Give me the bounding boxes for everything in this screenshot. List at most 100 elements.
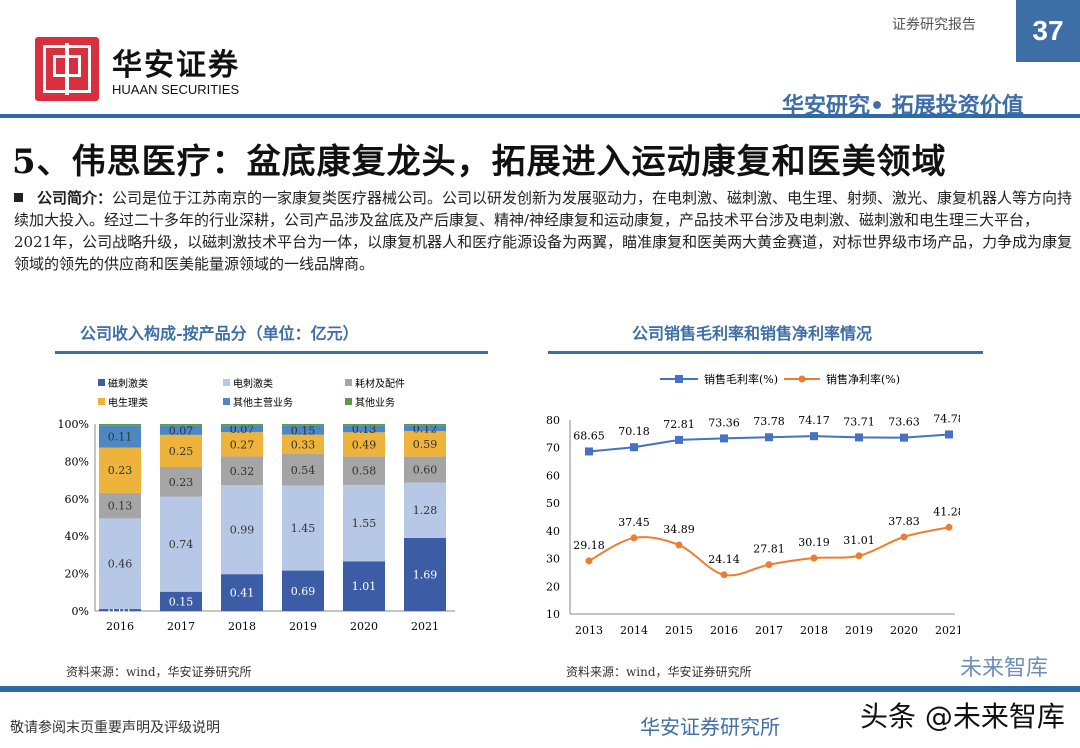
- bar-segment: [99, 447, 141, 493]
- data-point: [765, 433, 773, 442]
- x-tick-label: 2016: [710, 624, 738, 637]
- company-intro: 公司简介：公司是位于江苏南京的一家康复类医疗器械公司。公司以研发创新为发展驱动力…: [14, 187, 1074, 275]
- legend-label: 销售净利率(%): [826, 372, 900, 386]
- data-point: [810, 432, 818, 441]
- right-chart-underline: [548, 351, 983, 354]
- data-point: [810, 554, 818, 562]
- data-label: 0.27: [230, 438, 255, 451]
- data-label: 0.74: [169, 538, 194, 551]
- y-tick-label: 60: [546, 469, 560, 482]
- bar-segment: [282, 570, 324, 611]
- bar-segment: [404, 537, 446, 611]
- data-label: 0.59: [413, 438, 438, 451]
- legend-marker: [798, 375, 806, 383]
- right-chart-source: 资料来源：wind，华安证券研究所: [566, 665, 752, 679]
- bar-segment: [404, 425, 446, 432]
- y-tick-label: 30: [546, 553, 560, 566]
- data-label: 0.60: [413, 464, 438, 477]
- report-type: 证券研究报告: [892, 17, 976, 33]
- y-tick-label: 40%: [65, 530, 89, 543]
- data-label: 0.15: [169, 595, 194, 608]
- legend-label: 其他业务: [355, 396, 395, 409]
- bar-segment: [343, 424, 385, 426]
- data-label: 37.83: [888, 515, 920, 528]
- margin-chart: 10 20 30 40 50 60 70 80 2013 2014 2015 2016 2017 2018…: [546, 372, 960, 637]
- data-label: 1.55: [352, 517, 377, 530]
- watermark: 头条 @未来智库: [860, 700, 1065, 733]
- left-chart-source: 资料来源：wind，华安证券研究所: [66, 665, 252, 679]
- data-point: [720, 571, 728, 579]
- intro-text: 公司是位于江苏南京的一家康复类医疗器械公司。公司以研发创新为发展驱动力，在电刺激…: [14, 189, 1073, 273]
- x-tick-label: 2020: [350, 620, 378, 633]
- bar-segment: [221, 574, 263, 611]
- data-point: [855, 552, 863, 560]
- bar-segment: [160, 467, 202, 497]
- bar-segment: [221, 424, 263, 426]
- data-point: [675, 435, 683, 444]
- left-chart-title: 公司收入构成-按产品分（单位：亿元）: [80, 324, 359, 343]
- y-tick-label: 0%: [72, 605, 89, 618]
- data-label: 0.54: [291, 464, 316, 477]
- data-label: 0.13: [352, 423, 377, 436]
- data-point: [720, 434, 728, 443]
- x-tick-label: 2018: [800, 624, 828, 637]
- data-label: 37.45: [618, 516, 650, 529]
- y-tick-label: 20%: [65, 568, 89, 581]
- data-label: 0.25: [169, 445, 194, 458]
- legend-label: 电生理类: [108, 396, 148, 409]
- legend-label: 磁刺激类: [108, 377, 148, 390]
- data-point: [855, 433, 863, 442]
- x-tick-label: 2018: [228, 620, 256, 633]
- bar-segment: [160, 434, 202, 468]
- bar-segment: [99, 609, 141, 611]
- data-label: 0.07: [169, 424, 194, 437]
- legend-swatch: [98, 398, 105, 405]
- bar-segment: [404, 456, 446, 483]
- data-label: 73.63: [888, 416, 920, 429]
- data-label: 31.01: [843, 534, 875, 547]
- data-label: 73.36: [708, 416, 740, 429]
- legend-label: 销售毛利率(%): [704, 372, 778, 386]
- x-tick-label: 2019: [289, 620, 317, 633]
- x-tick-label: 2019: [845, 624, 873, 637]
- header-divider: [0, 114, 1080, 118]
- bar-segment: [282, 424, 324, 426]
- data-point: [630, 534, 638, 542]
- x-tick-label: 2017: [755, 624, 783, 637]
- data-label: 30.19: [798, 536, 830, 549]
- bar-segment: [282, 434, 324, 454]
- bar-segment: [282, 453, 324, 486]
- data-label: 0.33: [291, 438, 316, 451]
- y-tick-label: 20: [546, 580, 560, 593]
- data-point: [765, 561, 773, 569]
- legend-swatch: [98, 379, 105, 386]
- data-label: 73.71: [843, 415, 875, 428]
- data-label: 74.78: [933, 412, 960, 425]
- legend-swatch: [345, 398, 352, 405]
- data-label: 0.07: [230, 423, 255, 436]
- page-title: 5、伟思医疗：盆底康复龙头，拓展进入运动康复和医美领域: [12, 142, 947, 182]
- data-point: [900, 533, 908, 541]
- legend-label: 其他主营业务: [233, 396, 293, 409]
- data-point: [945, 430, 953, 439]
- intro-label: 公司简介：: [37, 189, 113, 207]
- data-label: 1.01: [352, 580, 377, 593]
- data-point: [900, 433, 908, 442]
- data-label: 41.28: [933, 505, 960, 518]
- bar-segment: [221, 425, 263, 433]
- brand-name-en: HUAAN SECURITIES: [112, 82, 240, 97]
- bar-segment: [160, 424, 202, 426]
- bar-segment: [282, 425, 324, 435]
- bar-segment: [99, 492, 141, 519]
- legend-marker: [675, 375, 683, 383]
- data-label: 0.11: [108, 431, 133, 444]
- legend-swatch: [223, 379, 230, 386]
- x-tick-label: 2017: [167, 620, 195, 633]
- data-point: [675, 541, 683, 549]
- data-label: 0.69: [291, 585, 316, 598]
- data-label: 27.81: [753, 543, 785, 556]
- bar-segment: [404, 424, 446, 426]
- bar-segment: [221, 485, 263, 575]
- bar-segment: [404, 431, 446, 457]
